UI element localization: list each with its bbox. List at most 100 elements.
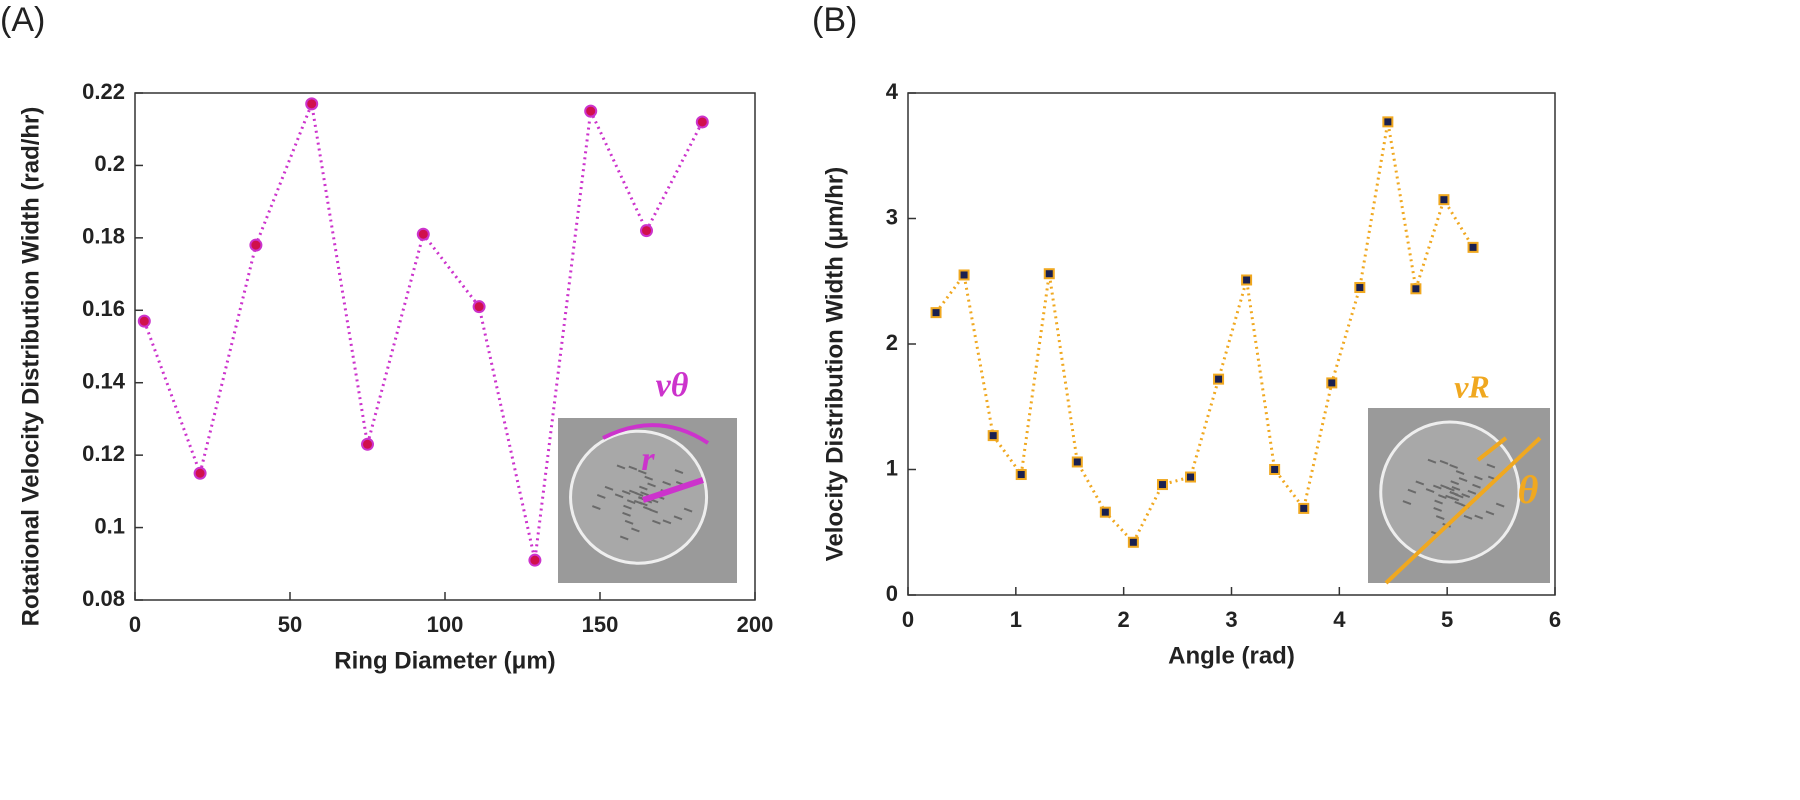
cell-texture [1451,485,1461,491]
cell-texture [642,505,652,511]
annotation: θ [1518,467,1539,512]
data-point [1382,116,1394,128]
cell-texture [621,489,631,495]
cell-texture [591,505,601,511]
data-point [1213,373,1225,385]
cell-texture [622,511,631,517]
radial-arrow [1476,436,1508,462]
cell-texture [1461,493,1471,499]
data-point [1410,283,1422,295]
data-point [1241,274,1253,286]
cell-texture [640,491,649,497]
cell-texture [1495,502,1505,508]
cell-texture [1463,514,1473,520]
data-point [1071,456,1083,468]
cell-texture [1434,499,1443,505]
cell-texture [634,491,644,497]
cell-texture [619,535,629,541]
data-point [1156,479,1168,491]
x-axis-label: Angle (rad) [1168,642,1295,669]
cell-texture [662,480,672,486]
data-point [137,314,151,328]
cell-texture [1415,480,1425,486]
data-point [1185,471,1197,483]
x-tick-label: 200 [737,612,774,637]
cell [569,429,709,565]
y-tick-label: 0.12 [82,441,125,466]
data-point [640,224,653,238]
cell-texture [1407,488,1417,494]
y-tick-label: 2 [886,330,898,355]
data-point [472,300,486,314]
data-point [930,307,942,319]
annotation: vθ [656,367,689,404]
cell-texture [1427,458,1437,464]
cell-texture [1446,486,1455,492]
y-tick-label: 3 [886,204,898,229]
cell-texture [1472,483,1481,489]
cell-texture [623,504,632,510]
y-axis-label: Rotational Velocity Distribution Width (… [17,107,44,627]
data-point [416,227,430,241]
data-point [361,437,374,451]
cell-texture [1438,494,1447,499]
data-line [934,121,1475,545]
cell-texture [1439,459,1449,465]
cell-texture [628,465,638,471]
y-tick-label: 4 [886,79,899,104]
cell-texture [614,493,624,499]
y-axis-label: Velocity Distribution Width (μm/hr) [821,167,848,561]
x-tick-label: 150 [582,612,619,637]
cell-texture [604,485,614,491]
data-point [584,104,598,118]
panel: (A) 0 50 100 150 200 0.08 0.1 0.12 0.14 0.16 0.18 0.… [0,1,773,674]
x-axis-label: Ring Diameter (μm) [334,647,555,674]
panel-label: (B) [812,1,857,39]
x-tick-label: 6 [1549,607,1561,632]
cell-texture [1467,489,1477,495]
cell-texture [644,475,654,481]
data-point [249,238,263,252]
cell-texture [1449,464,1459,469]
x-tick-label: 100 [427,612,464,637]
x-tick-label: 1 [1010,607,1022,632]
x-tick-label: 0 [129,612,141,637]
y-tick-label: 0.18 [82,224,125,249]
cell-texture [1485,510,1495,516]
cell-texture [596,494,606,499]
cell-texture [1425,488,1435,494]
annotation: vR [1454,368,1490,404]
annotation: r [641,441,655,478]
cell-texture [662,519,672,525]
data-point [987,430,999,442]
data-point [1099,506,1111,518]
cell-texture [652,519,661,525]
cell-texture [1458,477,1468,482]
data-point [193,466,207,480]
cell-texture [1454,493,1464,499]
cell-texture [639,501,648,507]
data-point [1015,469,1027,481]
cell-texture [674,469,684,475]
data-point [528,553,542,567]
data-point [958,269,970,281]
cell-texture [631,527,640,533]
data-point [1326,377,1338,389]
data-point [305,97,319,111]
data-point [1438,194,1450,206]
y-tick-label: 0.1 [94,513,125,538]
arc-arrow [602,423,710,445]
y-tick-label: 0 [886,581,898,606]
y-tick-label: 0.22 [82,79,125,104]
y-tick-label: 1 [886,455,898,480]
x-tick-label: 5 [1441,607,1453,632]
cell-texture [1450,480,1460,486]
cell-texture [647,482,656,488]
panel: (B) 0 1 2 3 4 5 6 0 1 2 3 4 Angle (rad) Velocity Distr… [812,1,1561,669]
y-tick-label: 0.2 [94,151,125,176]
y-tick-label: 0.08 [82,586,125,611]
radial-line [1384,436,1542,585]
cell-texture [1454,500,1464,506]
cell-texture [1433,506,1442,512]
radius-arrow [642,477,704,503]
